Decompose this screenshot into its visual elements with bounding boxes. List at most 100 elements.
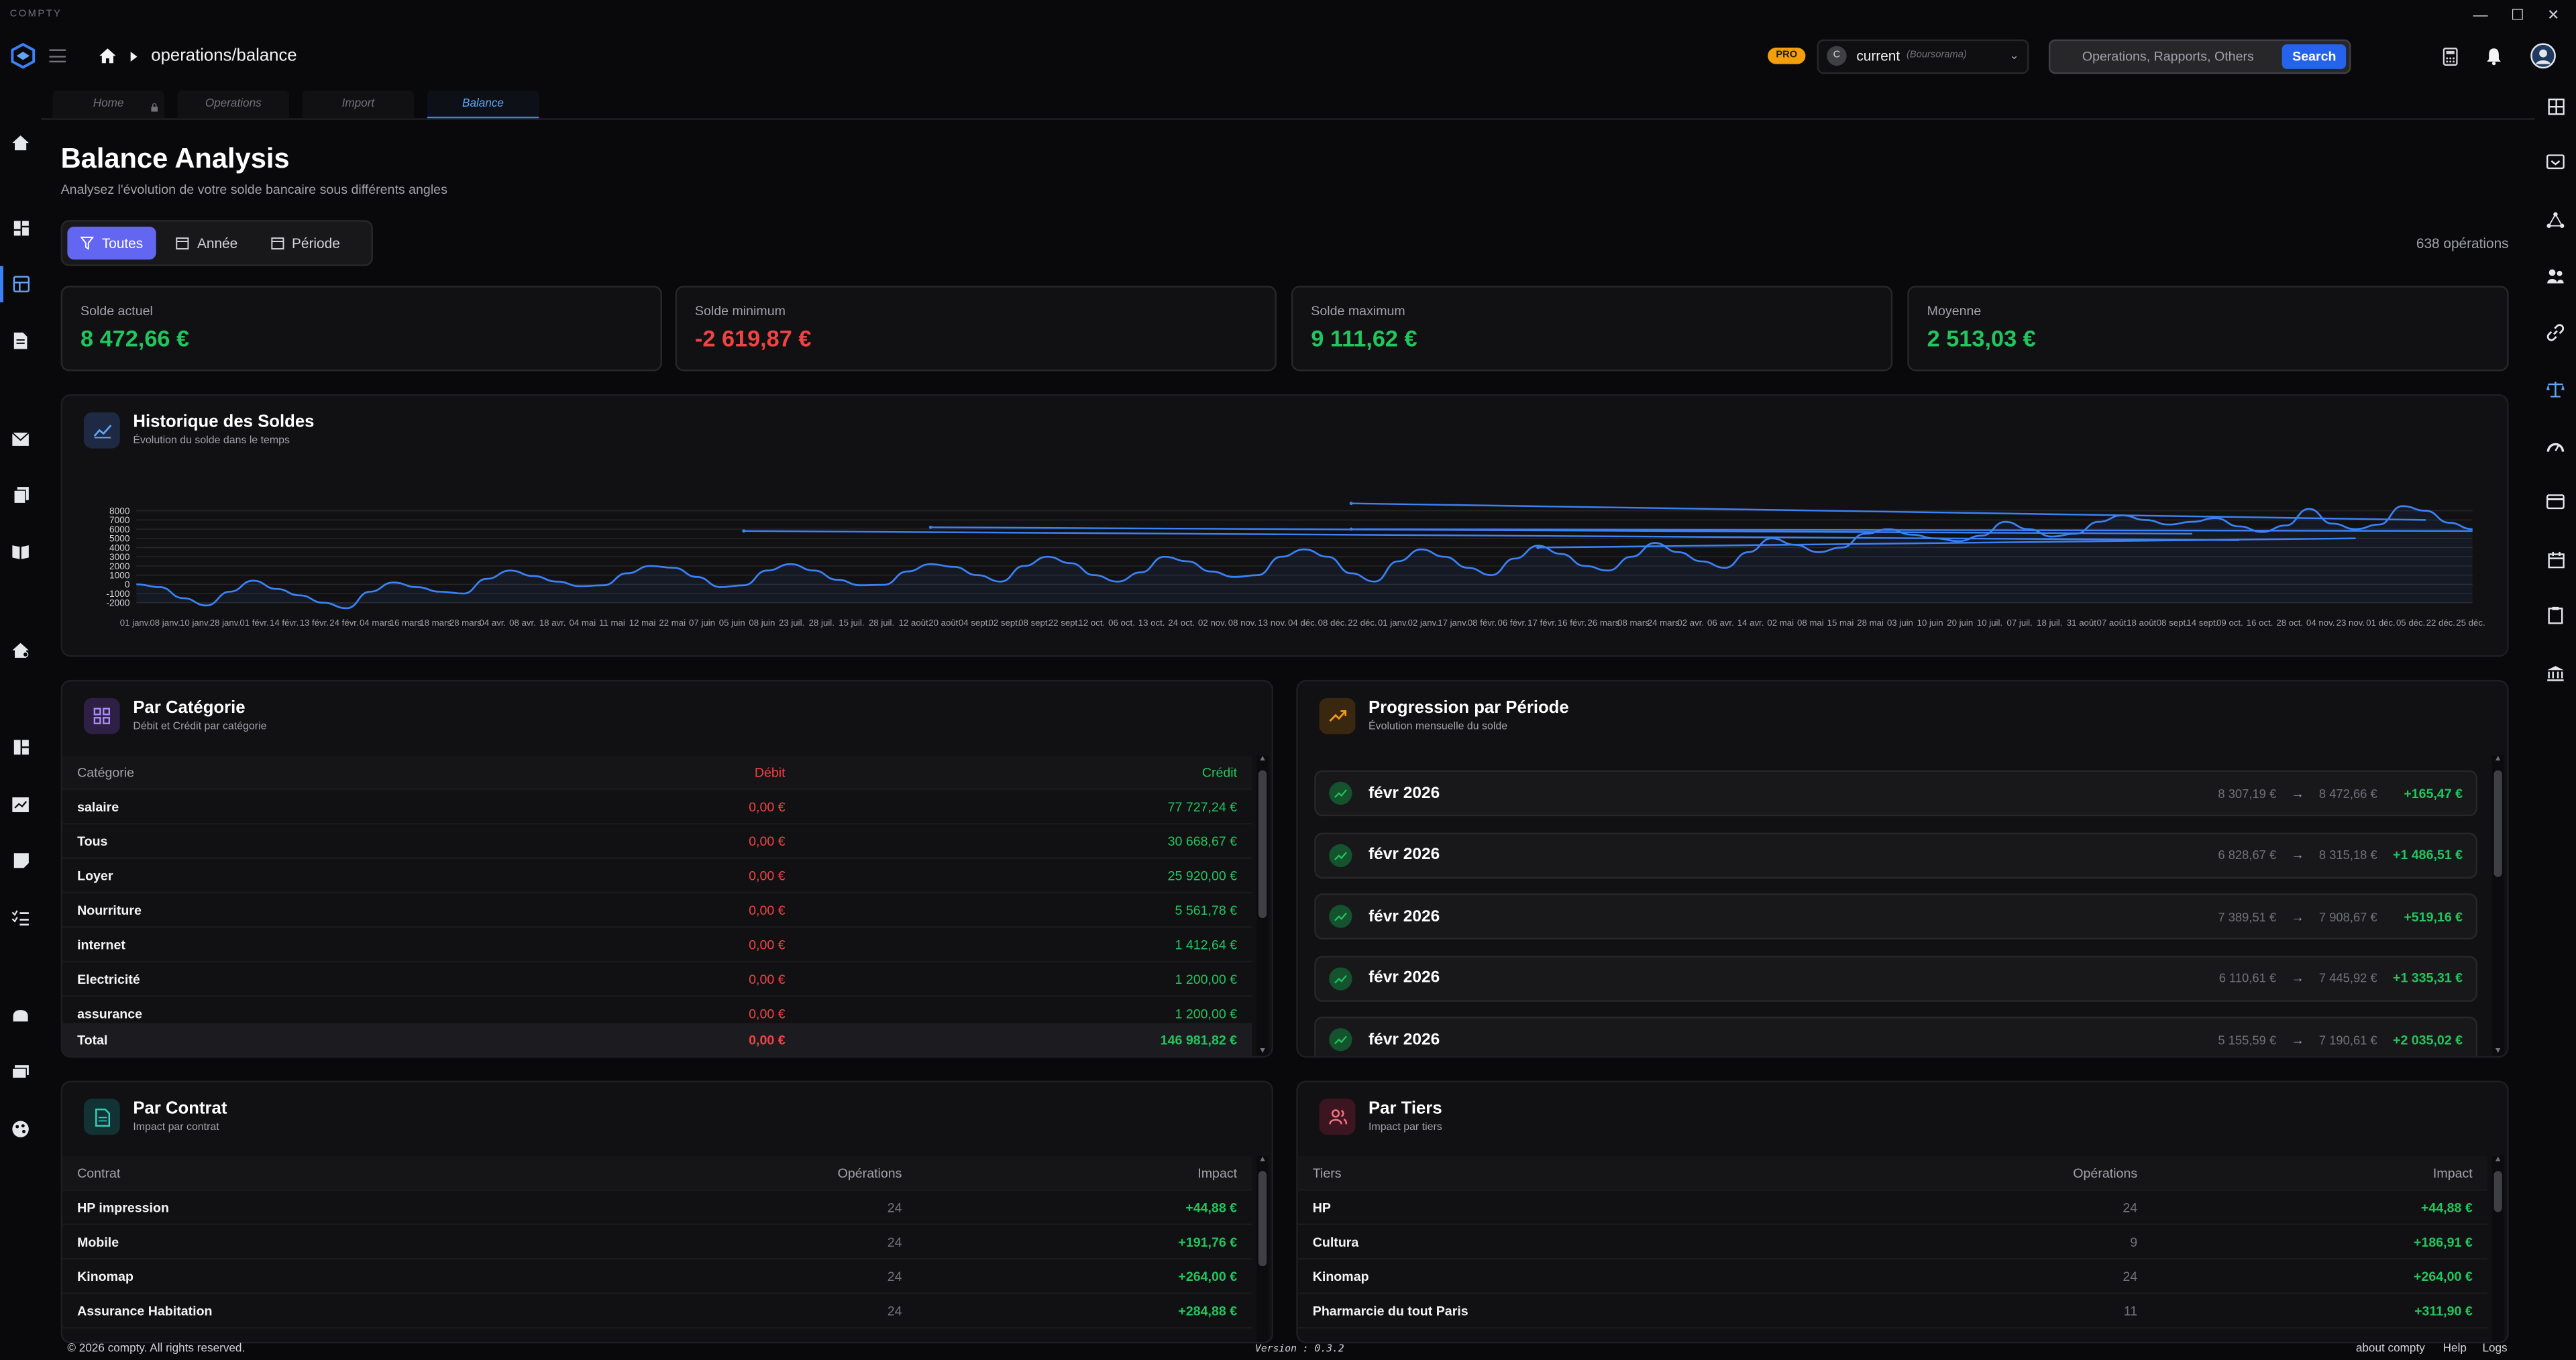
sidebar-chart-icon[interactable]: [11, 795, 30, 813]
scroll-thumb[interactable]: [1258, 770, 1267, 918]
scroll-down-icon[interactable]: ▼: [2493, 1046, 2502, 1056]
tab-import[interactable]: Import: [302, 90, 415, 119]
progression-row[interactable]: févr 2026 8 307,19 € → 8 472,66 € +165,47 €: [1314, 770, 2478, 817]
sidebar-book-icon[interactable]: [11, 542, 30, 560]
home-icon[interactable]: [99, 48, 117, 64]
x-tick-label: 26 mars: [1587, 618, 1619, 628]
column-header-contract[interactable]: Contrat: [77, 1165, 121, 1180]
sidebar-house-icon[interactable]: [11, 640, 30, 659]
progression-scrollbar[interactable]: ▲ ▼: [2492, 754, 2504, 1056]
filter-all-button[interactable]: Toutes: [67, 226, 156, 260]
contract-scrollbar[interactable]: ▲: [1256, 1154, 1269, 1342]
scroll-thumb[interactable]: [2493, 770, 2502, 877]
table-row[interactable]: internet 0,00 € 1 412,64 €: [62, 928, 1252, 963]
table-row[interactable]: Pharmarcie du tout Paris 11 +311,90 €: [1297, 1294, 2487, 1329]
table-row[interactable]: HP impression 24 +44,88 €: [62, 1191, 1252, 1225]
footer-link-logs[interactable]: Logs: [2482, 1343, 2508, 1355]
sidebar-hand-icon[interactable]: [11, 1005, 30, 1023]
bell-icon[interactable]: [2485, 47, 2502, 65]
sidebar-dashboard-icon[interactable]: [11, 219, 30, 237]
sidebar-document-icon[interactable]: [11, 332, 30, 350]
calendar-icon[interactable]: [2546, 550, 2565, 568]
column-header-debit[interactable]: Débit: [754, 764, 786, 780]
footer-link-about[interactable]: about compty: [2355, 1343, 2425, 1355]
breadcrumb-path[interactable]: operations/balance: [151, 46, 297, 66]
calculator-icon[interactable]: [2443, 46, 2458, 65]
scroll-up-icon[interactable]: ▲: [1258, 754, 1267, 764]
table-row[interactable]: salaire 0,00 € 77 727,24 €: [62, 790, 1252, 825]
table-row[interactable]: Tous 0,00 € 30 668,67 €: [62, 824, 1252, 859]
clipboard-icon[interactable]: [2546, 606, 2565, 624]
table-row[interactable]: Kinomap 24 +264,00 €: [62, 1259, 1252, 1294]
maximize-icon[interactable]: ☐: [2510, 5, 2524, 23]
table-row[interactable]: Assurance Habitation 24 +284,88 €: [62, 1294, 1252, 1329]
progression-row[interactable]: févr 2026 6 828,67 € → 8 315,18 € +1 486,51 …: [1314, 832, 2478, 878]
table-row[interactable]: Nourriture 0,00 € 5 561,78 €: [62, 893, 1252, 928]
scroll-thumb[interactable]: [1258, 1171, 1267, 1267]
sidebar-files-icon[interactable]: [11, 486, 30, 504]
column-header-tiers[interactable]: Tiers: [1312, 1165, 1342, 1180]
filter-year-button[interactable]: Année: [163, 227, 251, 260]
column-header-operations[interactable]: Opérations: [2073, 1165, 2138, 1180]
link-icon[interactable]: [2546, 323, 2565, 341]
close-icon[interactable]: ✕: [2547, 5, 2560, 23]
balance-line[interactable]: [136, 505, 2473, 610]
app-logo-icon[interactable]: [3, 36, 43, 76]
bank-icon[interactable]: [2546, 663, 2565, 681]
minimize-icon[interactable]: —: [2473, 5, 2488, 23]
column-header-credit[interactable]: Crédit: [1201, 764, 1238, 780]
progression-row[interactable]: févr 2026 6 110,61 € → 7 445,92 € +1 335,31 …: [1314, 955, 2478, 1001]
sidebar-cards-icon[interactable]: [11, 1063, 30, 1081]
table-row[interactable]: Electricité 0,00 € 1 200,00 €: [62, 962, 1252, 997]
column-header-impact[interactable]: Impact: [2432, 1165, 2473, 1180]
filter-period-button[interactable]: Période: [258, 227, 354, 260]
y-tick-label: 5000: [109, 534, 130, 544]
gauge-icon[interactable]: [2546, 437, 2565, 455]
column-header-category[interactable]: Catégorie: [77, 764, 135, 780]
inbox-icon[interactable]: [2546, 153, 2565, 171]
x-tick-label: 04 déc.: [1288, 618, 1317, 628]
scroll-up-icon[interactable]: ▲: [2493, 754, 2502, 764]
tab-balance[interactable]: Balance: [427, 90, 539, 119]
sidebar-home-icon[interactable]: [11, 133, 30, 151]
scale-icon[interactable]: [2546, 380, 2565, 398]
balance-history-chart[interactable]: 800070006000500040003000200010000-1000-2…: [62, 486, 2509, 650]
scroll-up-icon[interactable]: ▲: [1258, 1154, 1267, 1165]
search-button[interactable]: Search: [2282, 43, 2347, 68]
sidebar-grid-icon[interactable]: [11, 738, 30, 756]
tiers-scrollbar[interactable]: ▲: [2492, 1154, 2504, 1342]
sidebar-list-icon[interactable]: [11, 908, 30, 926]
scroll-thumb[interactable]: [2493, 1171, 2502, 1212]
progression-row[interactable]: févr 2026 5 155,59 € → 7 190,61 € +2 035,02 …: [1314, 1016, 2478, 1056]
menu-toggle-icon[interactable]: [49, 49, 66, 63]
layout-icon[interactable]: [2546, 97, 2565, 115]
table-row[interactable]: Mobile 24 +191,76 €: [62, 1225, 1252, 1260]
tab-operations[interactable]: Operations: [177, 90, 290, 119]
right-sidebar: [2535, 82, 2576, 1340]
column-header-impact[interactable]: Impact: [1197, 1165, 1238, 1180]
sidebar-mail-icon[interactable]: [11, 431, 30, 449]
search-input[interactable]: Operations, Rapports, Others Search: [2048, 38, 2351, 73]
scroll-up-icon[interactable]: ▲: [2493, 1154, 2502, 1165]
column-header-operations[interactable]: Opérations: [837, 1165, 902, 1180]
category-scrollbar[interactable]: ▲ ▼: [1256, 754, 1269, 1056]
table-row[interactable]: Kinomap 24 +264,00 €: [1297, 1259, 2487, 1294]
network-icon[interactable]: [2546, 210, 2565, 228]
sidebar-note-icon[interactable]: [11, 851, 30, 869]
scroll-down-icon[interactable]: ▼: [1258, 1046, 1267, 1056]
tab-home[interactable]: Home: [52, 90, 164, 119]
table-row[interactable]: Loyer 0,00 € 25 920,00 €: [62, 859, 1252, 894]
footer-link-help[interactable]: Help: [2443, 1343, 2467, 1355]
x-tick-label: 16 mars: [390, 618, 422, 628]
account-selector[interactable]: C current (Boursorama) ⌄: [1817, 38, 2029, 73]
progression-row[interactable]: févr 2026 7 389,51 € → 7 908,67 € +519,16 €: [1314, 893, 2478, 940]
user-avatar-icon[interactable]: [2530, 43, 2556, 69]
sidebar-palette-icon[interactable]: [11, 1120, 30, 1138]
sidebar-balance-icon[interactable]: [11, 274, 30, 292]
x-tick-label: 14 sept.: [2186, 618, 2218, 628]
users-icon[interactable]: [2546, 266, 2565, 284]
table-row[interactable]: Cultura 9 +186,91 €: [1297, 1225, 2487, 1260]
category-table: Catégorie Débit Crédit salaire 0,00 € 77 7…: [62, 755, 1252, 1056]
table-row[interactable]: HP 24 +44,88 €: [1297, 1191, 2487, 1225]
card-icon[interactable]: [2546, 493, 2565, 511]
